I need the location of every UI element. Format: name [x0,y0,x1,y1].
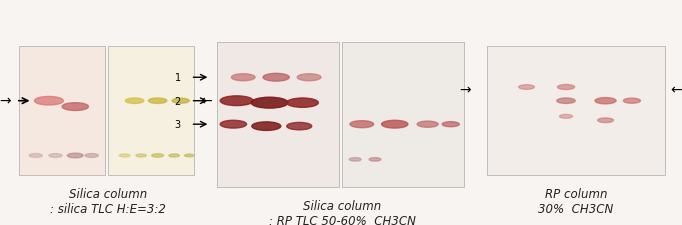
FancyBboxPatch shape [487,47,665,175]
FancyBboxPatch shape [108,47,194,175]
Text: : silica TLC H:E=3:2: : silica TLC H:E=3:2 [50,202,166,216]
Circle shape [149,99,167,104]
Circle shape [442,122,459,127]
Circle shape [252,122,281,131]
Circle shape [417,122,439,128]
Text: Silica column: Silica column [69,187,147,200]
Circle shape [350,121,374,128]
Circle shape [597,118,614,123]
Circle shape [231,74,255,81]
Text: 2: 2 [175,96,181,106]
Circle shape [169,154,179,157]
FancyBboxPatch shape [19,47,105,175]
Circle shape [125,99,144,104]
Circle shape [251,98,288,109]
Circle shape [297,74,321,81]
Circle shape [185,154,194,157]
FancyBboxPatch shape [342,43,464,187]
Text: Silica column: Silica column [303,199,381,212]
Circle shape [623,99,640,104]
Circle shape [119,154,130,157]
Circle shape [85,154,98,158]
Circle shape [34,97,63,106]
Text: ←: ← [670,83,682,97]
Circle shape [557,85,575,90]
Circle shape [220,96,253,106]
Text: 3: 3 [175,120,181,130]
Circle shape [68,153,83,158]
Circle shape [263,74,289,82]
Text: →: → [459,83,471,97]
Circle shape [369,158,381,161]
Circle shape [557,99,575,104]
FancyBboxPatch shape [217,43,339,187]
Text: : RP TLC 50-60%  CH3CN: : RP TLC 50-60% CH3CN [269,214,415,225]
Circle shape [559,115,573,119]
Circle shape [29,154,42,158]
Circle shape [136,154,147,157]
Text: ←: ← [201,94,212,108]
Text: 30%  CH3CN: 30% CH3CN [538,202,614,216]
Circle shape [62,103,89,111]
Text: RP column: RP column [545,187,607,200]
Circle shape [595,98,616,104]
Text: →: → [0,94,12,108]
Circle shape [349,158,361,161]
Circle shape [172,99,189,104]
Circle shape [151,154,164,157]
Circle shape [220,121,246,128]
Circle shape [49,154,62,158]
Circle shape [518,85,535,90]
Circle shape [382,121,408,128]
Text: 1: 1 [175,73,181,83]
Circle shape [286,99,318,108]
Circle shape [286,123,312,130]
